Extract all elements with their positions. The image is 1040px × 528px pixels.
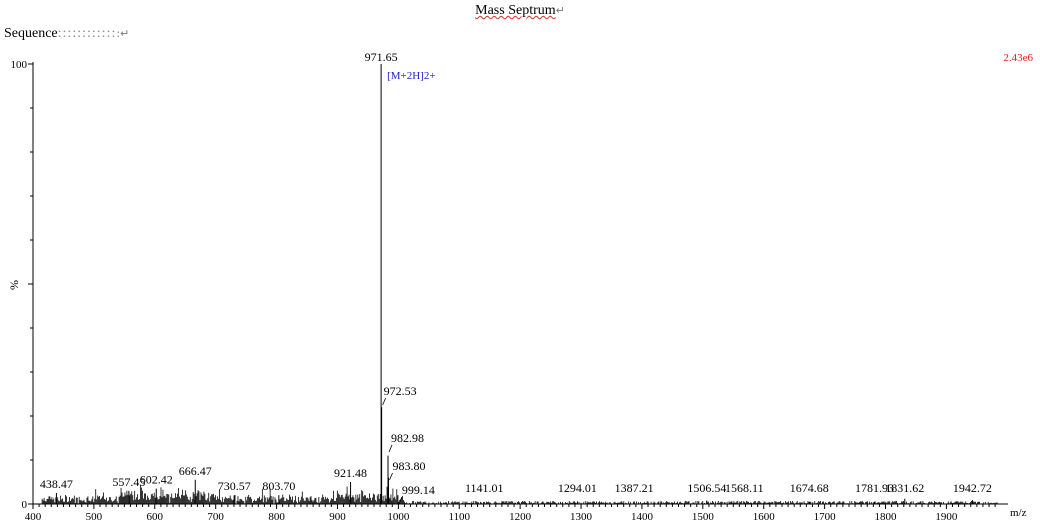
peak-series [55, 64, 973, 504]
x-tick-label: 1200 [509, 511, 532, 523]
y-axis-label: % [7, 280, 21, 290]
x-tick-label: 900 [329, 511, 346, 523]
x-tick-label: 1100 [448, 511, 470, 523]
document-title-text: Mass Septrum [475, 3, 556, 18]
x-tick-label: 1400 [631, 511, 654, 523]
sequence-label: Sequence [4, 26, 58, 41]
peak-label: 438.47 [40, 477, 73, 491]
peak-label: 1942.72 [953, 481, 992, 495]
x-tick-label: 400 [25, 511, 42, 523]
x-axis-label: m/z [1010, 507, 1027, 519]
peak-label: 1674.68 [790, 481, 829, 495]
peak-label: 1831.62 [885, 481, 924, 495]
peak-label: 972.53 [384, 384, 417, 398]
x-tick-label: 1300 [570, 511, 593, 523]
x-tick-label: 1800 [875, 511, 898, 523]
x-tick-label: 800 [268, 511, 285, 523]
peak-label: 983.80 [393, 459, 426, 473]
peak-label: 1294.01 [558, 481, 597, 495]
peak-annotation: [M+2H]2+ [387, 70, 435, 82]
intensity-scale-label: 2.43e6 [1003, 52, 1033, 64]
peak-label: 1781.93 [855, 481, 894, 495]
peak-label: 730.57 [218, 479, 251, 493]
x-tick-label: 1900 [935, 511, 958, 523]
paragraph-mark-icon: ↵ [555, 4, 565, 17]
peak-label: 557.45 [112, 475, 145, 489]
axes: 400 500 600 700 800 900 1000 1100 1200 1300 1400 15… [11, 59, 1008, 523]
x-tick-label: 600 [147, 511, 164, 523]
y-tick-label: 0 [22, 499, 28, 511]
document-title: Mass Septrum↵ [0, 3, 1040, 19]
peak-label: 999.14 [402, 483, 435, 497]
x-tick-label: 1000 [387, 511, 410, 523]
peak-label: 1506.54 [687, 481, 726, 495]
x-tick-label: 700 [207, 511, 224, 523]
x-tick-label: 1700 [814, 511, 837, 523]
peak-label: 1387.21 [615, 481, 654, 495]
peak-label: 803.70 [262, 479, 295, 493]
peak-label: 971.65 [365, 50, 398, 64]
peak-label: 666.47 [179, 464, 212, 478]
sequence-line: Sequence:::::::::::::↵ [4, 26, 129, 42]
peak-label-leader [398, 496, 403, 505]
sequence-value: :::::::::::: [57, 26, 117, 41]
peak-label: 1141.01 [465, 481, 504, 495]
x-tick-label: 1500 [692, 511, 715, 523]
y-tick-label: 100 [11, 59, 28, 71]
peak-label-leader [388, 444, 393, 453]
peak-label: 982.98 [391, 431, 424, 445]
sequence-tail: :↵ [116, 27, 130, 40]
peak-label-leader [389, 472, 393, 481]
peak-label: 921.48 [334, 466, 367, 480]
x-tick-label: 500 [86, 511, 103, 523]
peak-label: 1568.11 [725, 481, 764, 495]
peak-label: 602.42 [140, 473, 173, 487]
x-tick-label: 1600 [753, 511, 776, 523]
peak-label-leader [382, 397, 387, 406]
